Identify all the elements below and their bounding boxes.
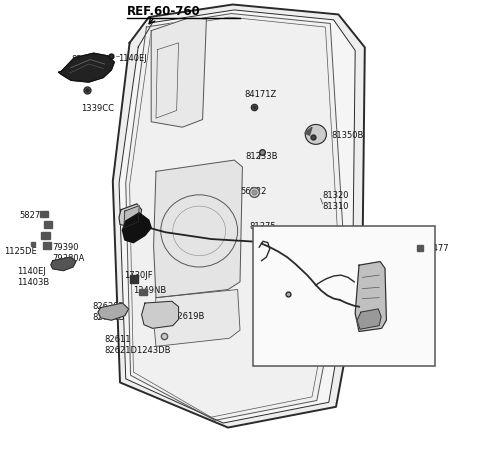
Polygon shape (119, 204, 142, 226)
Bar (40, 211, 48, 217)
Bar (43, 242, 51, 249)
Polygon shape (126, 14, 345, 420)
Polygon shape (59, 53, 114, 82)
Text: 82660
82650: 82660 82650 (71, 55, 97, 75)
Text: 79390
79380A: 79390 79380A (52, 243, 84, 262)
Text: 81372
81371: 81372 81371 (293, 233, 319, 253)
Text: 1249NB: 1249NB (133, 286, 167, 295)
Text: 56522: 56522 (240, 187, 266, 196)
Bar (44, 221, 52, 228)
Polygon shape (98, 303, 129, 320)
Polygon shape (154, 290, 240, 346)
Text: 1730JF: 1730JF (124, 271, 153, 280)
Text: 84171Z: 84171Z (245, 90, 277, 99)
Circle shape (305, 124, 326, 144)
Text: 81375: 81375 (250, 222, 276, 231)
Text: 82611
82621D1243DB: 82611 82621D1243DB (105, 335, 171, 355)
Text: 81320
81310: 81320 81310 (323, 191, 349, 211)
Polygon shape (305, 127, 312, 135)
Bar (253, 226, 435, 366)
Text: 25367A: 25367A (274, 293, 306, 302)
Text: 81233B: 81233B (246, 152, 278, 161)
Text: 1140EJ
11403B: 1140EJ 11403B (17, 267, 49, 287)
Polygon shape (124, 206, 139, 228)
Polygon shape (113, 5, 365, 428)
Polygon shape (142, 301, 179, 328)
Text: 81384
81383: 81384 81383 (369, 287, 396, 307)
Polygon shape (122, 213, 151, 243)
Bar (130, 275, 138, 283)
Polygon shape (151, 18, 206, 127)
Text: 1339CC: 1339CC (81, 104, 114, 113)
Polygon shape (357, 309, 381, 329)
Polygon shape (355, 262, 386, 331)
Text: 95750A
95730B: 95750A 95730B (369, 320, 401, 340)
Text: 1140EJ: 1140EJ (118, 54, 146, 63)
Text: 81350B: 81350B (331, 131, 363, 140)
Polygon shape (119, 10, 355, 423)
Polygon shape (154, 160, 242, 298)
Text: REF.60-760: REF.60-760 (127, 5, 201, 18)
Text: 6842X
58315Z: 6842X 58315Z (305, 347, 337, 367)
Polygon shape (51, 257, 76, 271)
Text: 82620B
82610B: 82620B 82610B (92, 302, 124, 322)
Text: 81477: 81477 (422, 244, 449, 253)
Bar (139, 289, 147, 295)
Text: 1125DE: 1125DE (4, 247, 36, 256)
Text: 82619B: 82619B (173, 312, 205, 321)
Bar (41, 232, 50, 239)
Text: 81382
81381: 81382 81381 (336, 233, 362, 253)
Text: 81372F
81371F: 81372F 81371F (263, 316, 295, 336)
Text: 58273: 58273 (19, 211, 46, 220)
